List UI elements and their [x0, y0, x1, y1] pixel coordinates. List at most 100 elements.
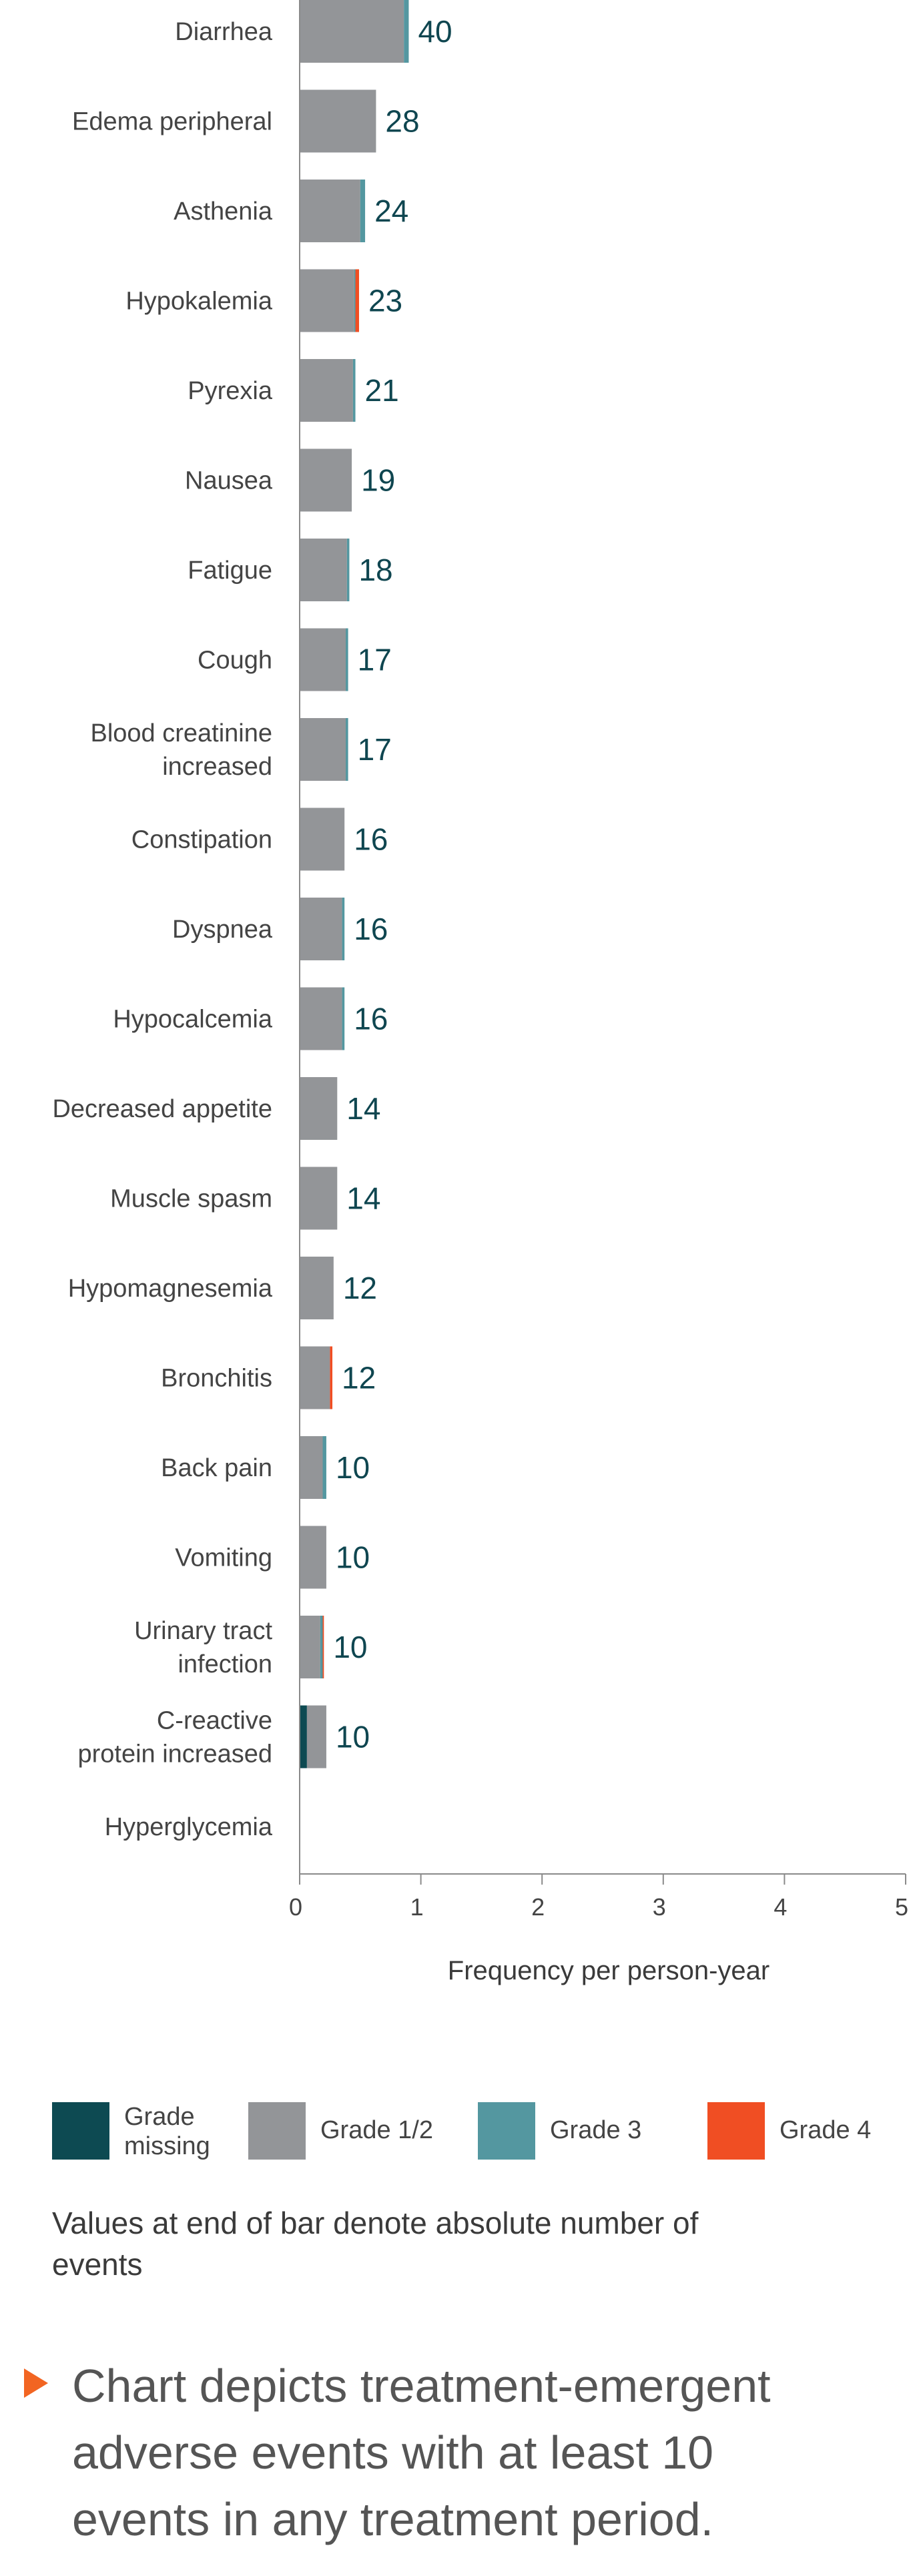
legend-item-grade-3: Grade 3 [478, 2102, 683, 2160]
legend-swatch-grade-missing [52, 2102, 109, 2160]
legend-swatch-grade-1-2 [248, 2102, 306, 2160]
category-label-fatigue: Fatigue [188, 557, 272, 585]
bar-diarrhea-grade-1-2 [300, 0, 404, 63]
takeaway-bullet: Chart depicts treatment-emergent adverse… [24, 2352, 905, 2553]
category-label-hyperglycemia: Hyperglycemia [105, 1813, 273, 1841]
bar-constipation-grade-1-2 [300, 808, 345, 871]
legend-item-grade-1-2: Grade 1/2 [248, 2102, 454, 2160]
bar-vomiting-grade-1-2 [300, 1526, 326, 1589]
legend-item-grade-missing: Grade missing [52, 2102, 224, 2161]
bar-c-reactive-protein-increased-grade-missing [300, 1705, 307, 1768]
bar-cough-grade-1-2 [300, 628, 346, 691]
triangle-bullet-icon [24, 2368, 48, 2398]
legend-label-grade-missing: Grade missing [124, 2103, 210, 2160]
legend-item-grade-4: Grade 4 [707, 2102, 913, 2160]
category-label-nausea: Nausea [185, 467, 273, 495]
takeaway-text: Chart depicts treatment-emergent adverse… [72, 2360, 771, 2545]
bar-c-reactive-protein-increased-grade-1-2 [306, 1705, 326, 1768]
bar-muscle-spasm-grade-1-2 [300, 1167, 338, 1230]
category-label-dyspnea: Dyspnea [172, 916, 273, 944]
event-count-hypokalemia: 23 [368, 284, 402, 318]
event-count-constipation: 16 [354, 822, 388, 857]
bar-bronchitis-grade-1-2 [300, 1346, 330, 1409]
x-tick-label-5: 5 [895, 1893, 908, 1921]
category-label-hypokalemia: Hypokalemia [125, 288, 273, 316]
category-label-muscle-spasm: Muscle spasm [110, 1185, 272, 1213]
category-label-vomiting: Vomiting [175, 1544, 272, 1572]
bar-hypomagnesemia-grade-1-2 [300, 1257, 334, 1319]
bar-back-pain-grade-3 [322, 1436, 326, 1499]
event-count-blood-creatinine-increased: 17 [358, 732, 392, 767]
event-count-dyspnea: 16 [354, 912, 388, 946]
bar-fatigue-grade-3 [346, 539, 350, 601]
event-count-vomiting: 10 [336, 1540, 370, 1575]
bar-urinary-tract-infection-grade-4 [322, 1616, 324, 1678]
x-tick-label-3: 3 [653, 1893, 666, 1921]
category-label-blood-creatinine-increased: Blood creatinine increased [90, 719, 272, 781]
x-tick-label-1: 1 [410, 1893, 424, 1921]
bar-asthenia-grade-3 [360, 180, 366, 242]
legend-label-grade-1-2: Grade 1/2 [320, 2116, 433, 2144]
legend-swatch-grade-3 [478, 2102, 535, 2160]
x-tick-label-4: 4 [774, 1893, 787, 1921]
bar-urinary-tract-infection-grade-1-2 [300, 1616, 320, 1678]
category-label-constipation: Constipation [131, 826, 272, 854]
bar-pyrexia-grade-1-2 [300, 359, 353, 422]
event-count-muscle-spasm: 14 [346, 1181, 380, 1216]
bar-edema-peripheral-grade-1-2 [300, 89, 376, 153]
bar-dyspnea-grade-1-2 [300, 898, 342, 960]
bar-diarrhea-grade-3 [404, 0, 409, 63]
event-count-fatigue: 18 [358, 553, 392, 587]
x-tick-label-2: 2 [531, 1893, 545, 1921]
category-label-pyrexia: Pyrexia [188, 377, 273, 405]
x-axis-title: Frequency per person-year [448, 1956, 770, 1985]
event-count-hypocalcemia: 16 [354, 1002, 388, 1036]
event-count-back-pain: 10 [336, 1450, 370, 1485]
category-label-diarrhea: Diarrhea [175, 18, 273, 46]
event-count-pyrexia: 21 [365, 373, 399, 408]
event-count-diarrhea: 40 [418, 14, 452, 49]
bar-hypocalcemia-grade-3 [342, 987, 345, 1050]
bar-hypokalemia-grade-4 [355, 269, 359, 332]
bar-value-note: Values at end of bar denote absolute num… [52, 2206, 699, 2282]
event-count-bronchitis: 12 [342, 1361, 376, 1395]
event-count-urinary-tract-infection: 10 [333, 1630, 367, 1664]
event-count-asthenia: 24 [374, 194, 408, 228]
bar-asthenia-grade-1-2 [300, 180, 360, 242]
event-count-hypomagnesemia: 12 [343, 1271, 377, 1305]
category-label-cough: Cough [198, 647, 272, 675]
bar-nausea-grade-1-2 [300, 448, 352, 512]
bar-hypokalemia-grade-1-2 [300, 269, 354, 332]
category-label-edema-peripheral: Edema peripheral [72, 108, 272, 136]
bar-urinary-tract-infection-grade-3 [320, 1616, 323, 1678]
bar-pyrexia-grade-3 [352, 359, 356, 422]
event-count-c-reactive-protein-increased: 10 [336, 1720, 370, 1754]
legend-label-grade-4: Grade 4 [780, 2116, 872, 2144]
bar-hypokalemia-grade-3 [354, 269, 356, 332]
x-tick-label-0: 0 [289, 1893, 302, 1921]
bar-hypocalcemia-grade-1-2 [300, 987, 342, 1050]
event-count-nausea: 19 [361, 463, 395, 498]
bar-fatigue-grade-1-2 [300, 539, 347, 601]
legend-label-grade-3: Grade 3 [550, 2116, 642, 2144]
category-label-asthenia: Asthenia [174, 198, 273, 226]
bar-cough-grade-3 [346, 628, 348, 691]
bar-decreased-appetite-grade-1-2 [300, 1077, 338, 1140]
event-count-edema-peripheral: 28 [385, 104, 419, 139]
bar-back-pain-grade-1-2 [300, 1436, 323, 1499]
category-label-decreased-appetite: Decreased appetite [52, 1095, 272, 1123]
category-label-c-reactive-protein-increased: C-reactive protein increased [77, 1707, 272, 1768]
bar-dyspnea-grade-3 [342, 898, 345, 960]
bar-bronchitis-grade-4 [330, 1346, 333, 1409]
bar-blood-creatinine-increased-grade-3 [346, 718, 348, 781]
category-label-back-pain: Back pain [161, 1454, 272, 1482]
legend-swatch-grade-4 [707, 2102, 765, 2160]
bar-blood-creatinine-increased-grade-1-2 [300, 718, 346, 781]
category-label-hypocalcemia: Hypocalcemia [113, 1006, 273, 1034]
chart-legend: Grade missing Grade 1/2 Grade 3 Grade 4 [52, 2102, 906, 2161]
category-label-hypomagnesemia: Hypomagnesemia [68, 1275, 273, 1303]
category-label-bronchitis: Bronchitis [161, 1365, 272, 1393]
category-label-urinary-tract-infection: Urinary tract infection [134, 1617, 272, 1678]
event-count-decreased-appetite: 14 [346, 1091, 380, 1126]
